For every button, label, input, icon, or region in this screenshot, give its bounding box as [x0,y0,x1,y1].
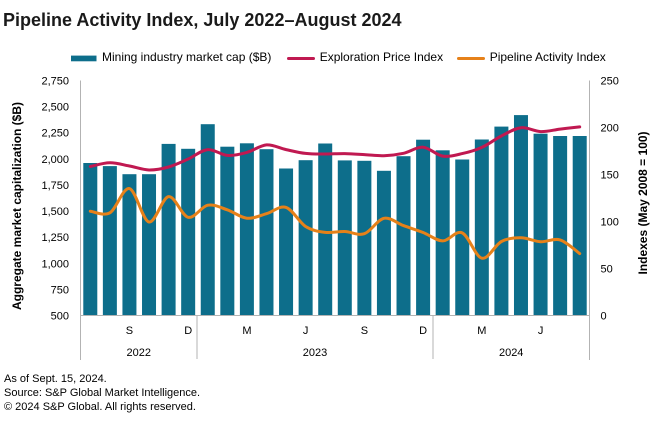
svg-text:150: 150 [601,170,619,182]
svg-text:J: J [303,325,309,337]
svg-text:© 2024 S&P Global. All rights: © 2024 S&P Global. All rights reserved. [4,401,196,413]
svg-text:2023: 2023 [303,347,327,359]
svg-text:As of Sept. 15, 2024.: As of Sept. 15, 2024. [4,373,107,385]
svg-text:S: S [361,325,368,337]
svg-text:2022: 2022 [127,347,151,359]
svg-text:1,000: 1,000 [41,258,69,270]
svg-text:2024: 2024 [499,347,523,359]
svg-text:2,000: 2,000 [41,154,69,166]
svg-text:Exploration Price Index: Exploration Price Index [320,50,443,64]
svg-text:D: D [184,325,192,337]
svg-text:Indexes (May 2008 = 100): Indexes (May 2008 = 100) [636,131,650,274]
svg-text:250: 250 [601,76,619,88]
svg-text:1,250: 1,250 [41,232,69,244]
svg-text:1,500: 1,500 [41,206,69,218]
svg-text:2,500: 2,500 [41,102,69,114]
svg-text:J: J [538,325,544,337]
svg-text:M: M [242,325,251,337]
svg-text:M: M [477,325,486,337]
svg-text:750: 750 [51,284,69,296]
svg-text:D: D [419,325,427,337]
svg-text:500: 500 [51,311,69,323]
svg-text:2,250: 2,250 [41,128,69,140]
svg-text:50: 50 [601,264,613,276]
svg-text:100: 100 [601,217,619,229]
svg-text:0: 0 [601,311,607,323]
svg-text:Aggregate market capitalizatio: Aggregate market capitalization ($B) [10,102,24,310]
svg-text:Pipeline Activity Index: Pipeline Activity Index [490,50,606,64]
svg-text:S: S [126,325,133,337]
svg-text:1,750: 1,750 [41,180,69,192]
svg-text:200: 200 [601,123,619,135]
svg-text:2,750: 2,750 [41,76,69,88]
svg-text:Pipeline Activity Index, July: Pipeline Activity Index, July 2022–Augus… [3,10,402,30]
svg-text:Source: S&P Global Market Inte: Source: S&P Global Market Intelligence. [4,387,200,399]
svg-text:Mining industry market cap ($B: Mining industry market cap ($B) [102,50,271,64]
